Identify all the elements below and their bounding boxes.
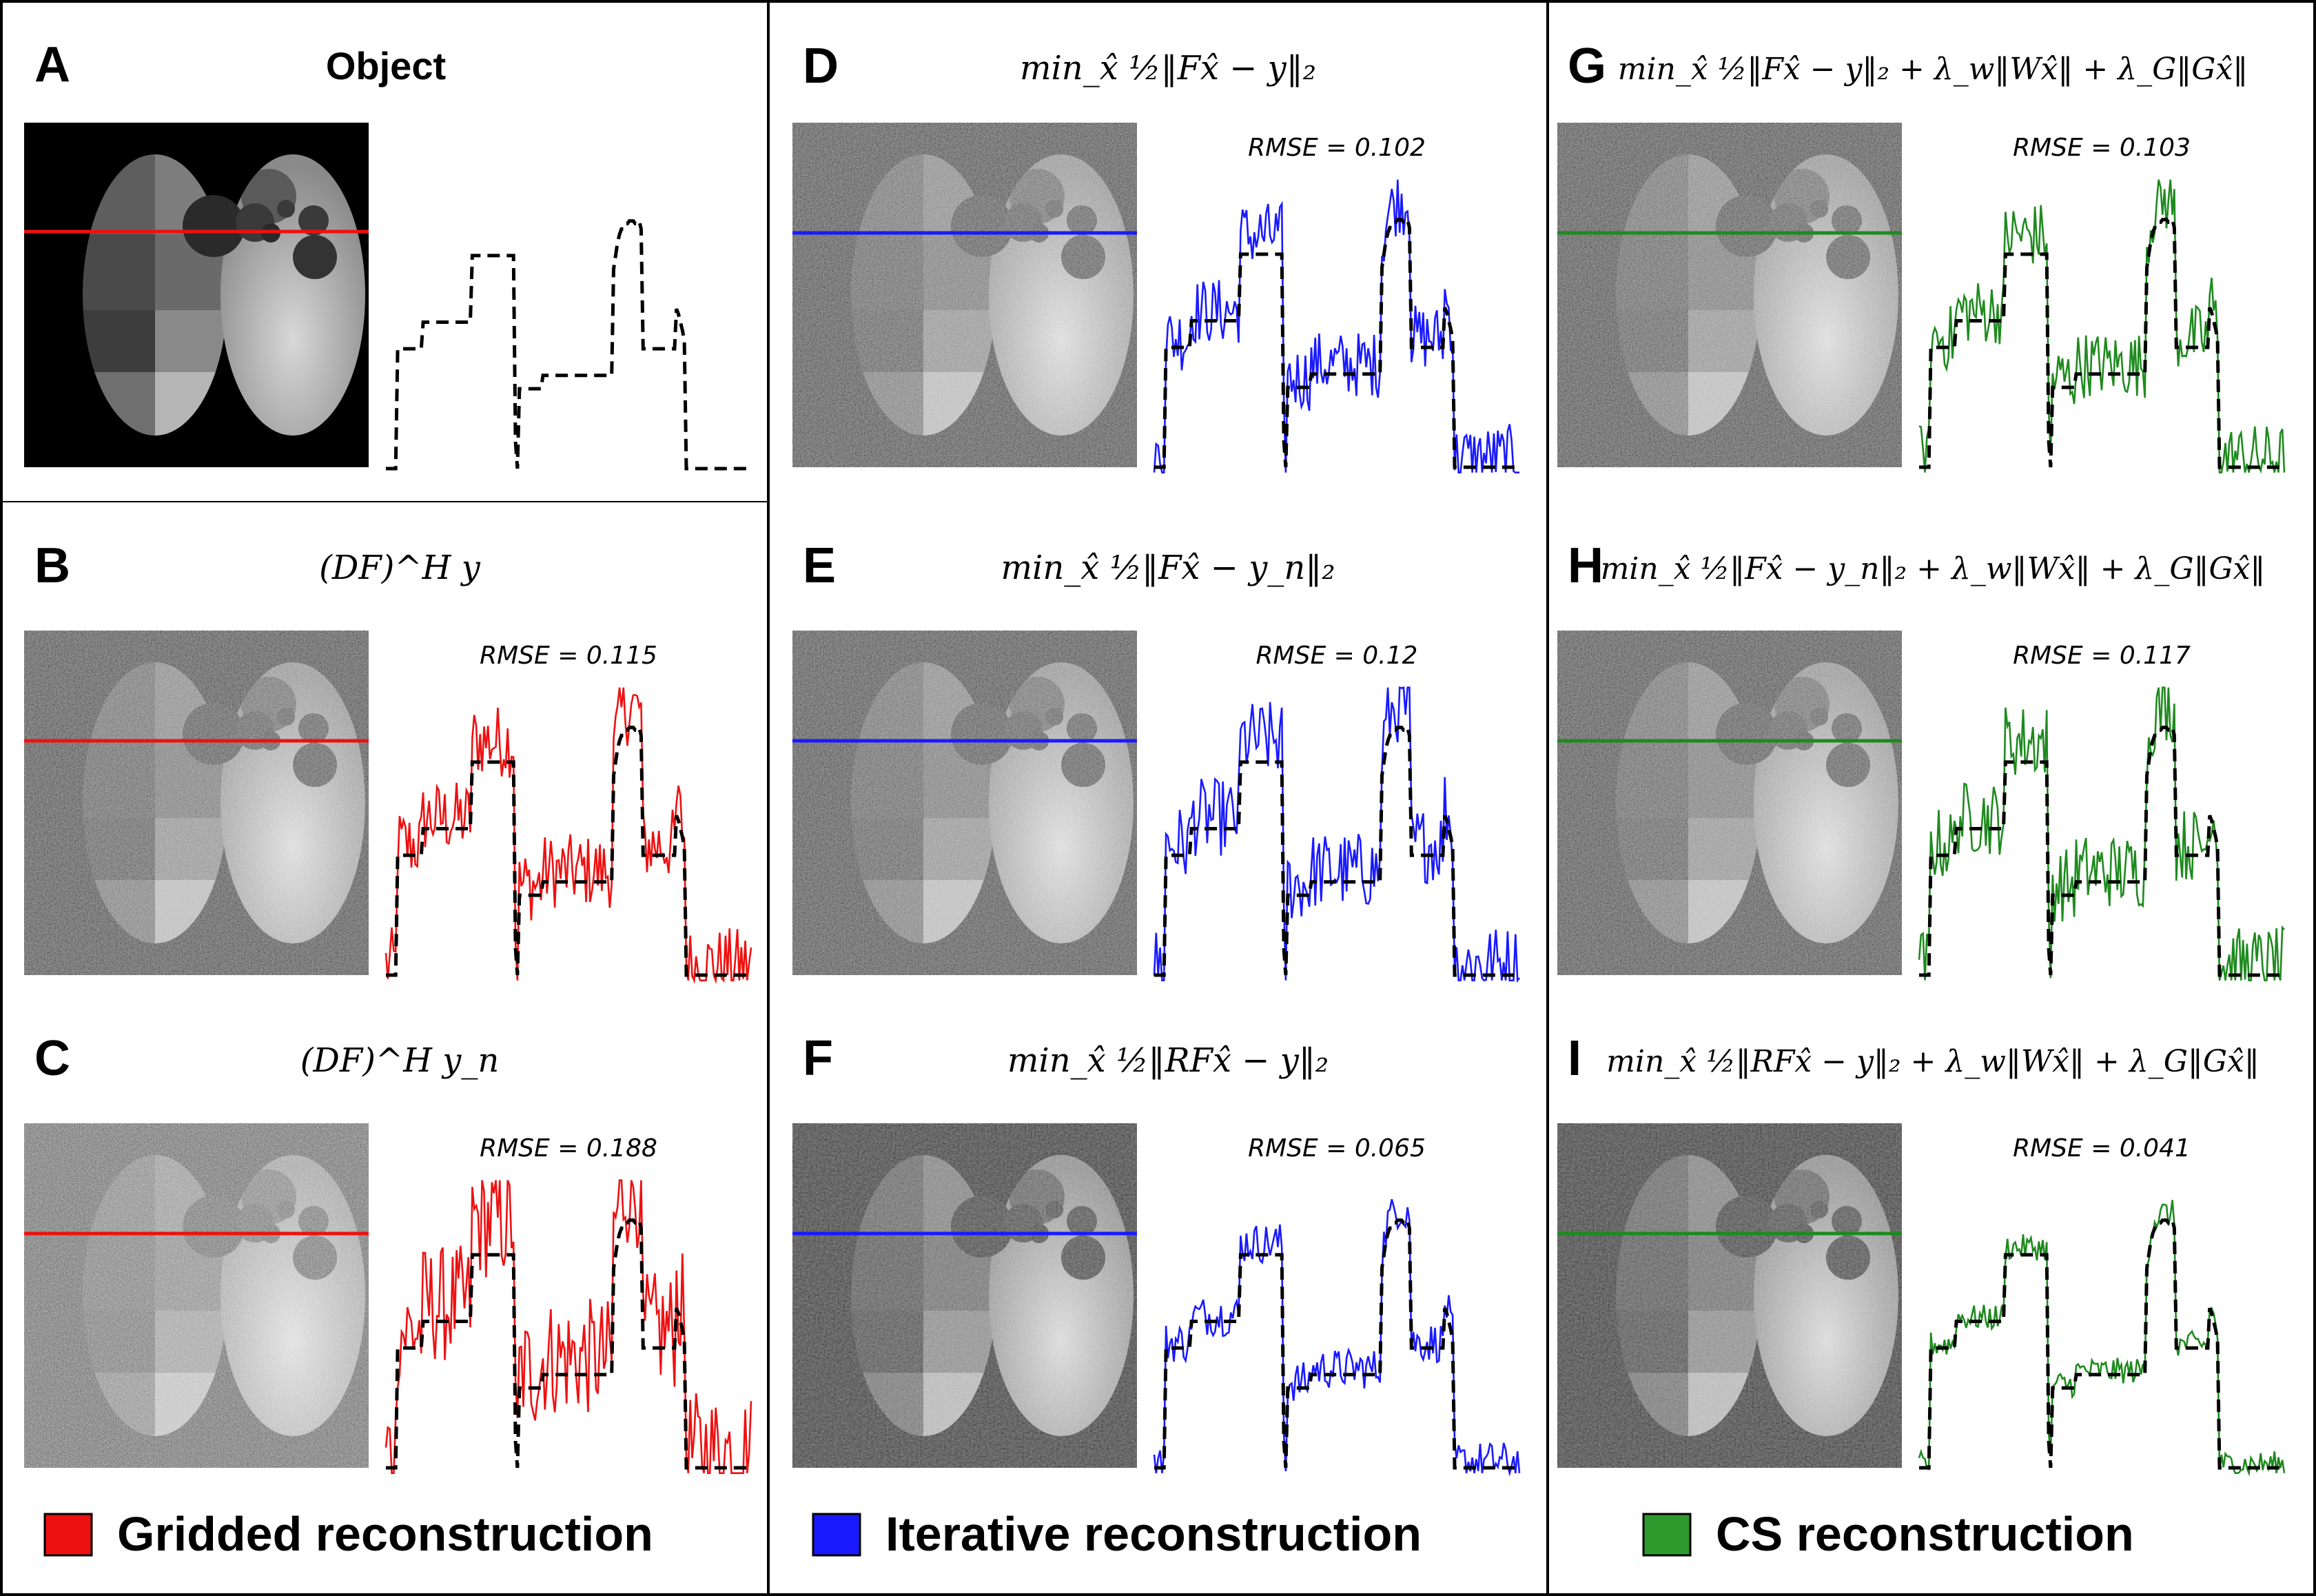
legend-swatch: [1642, 1513, 1692, 1557]
object-image: [24, 123, 369, 467]
panel-A: A Object: [24, 37, 751, 471]
rmse-label: RMSE = 0.065: [1248, 1134, 1426, 1163]
legend-label: Iterative reconstruction: [885, 1507, 1422, 1561]
phantom-image: [1557, 1123, 1902, 1468]
reference-profile-line: [1154, 723, 1519, 977]
panel-title: min_x̂ ½‖RFx̂ − y‖₂: [1007, 1041, 1329, 1080]
phantom-image: [792, 1123, 1137, 1468]
rmse-label: RMSE = 0.117: [2013, 642, 2191, 670]
panel-label: C: [34, 1031, 70, 1086]
rmse-label: RMSE = 0.188: [480, 1134, 657, 1163]
legend-item: Gridded reconstruction: [43, 1507, 653, 1561]
reconstruction-profile-line: [385, 687, 752, 984]
panel-label: G: [1568, 39, 1606, 94]
reconstruction-profile-line: [1153, 1198, 1521, 1477]
reference-profile-line: [1919, 1216, 2284, 1470]
panel-label: F: [803, 1031, 833, 1086]
panel-label: D: [803, 39, 839, 94]
panel-title: Object: [326, 44, 446, 88]
reconstruction-profile-line: [1153, 686, 1521, 983]
panel-label: E: [803, 538, 836, 593]
rmse-label: RMSE = 0.041: [2013, 1134, 2191, 1163]
legend-item: Iterative reconstruction: [812, 1507, 1422, 1561]
panel-title: (DF)^H y_n: [300, 1041, 500, 1080]
panel-title: min_x̂ ½‖Fx̂ − y‖₂ + λ_w‖Wx̂‖ + λ_G‖Gx̂‖: [1618, 52, 2248, 87]
legend-item: CS reconstruction: [1642, 1507, 2134, 1561]
reference-profile-line: [1154, 215, 1519, 469]
panel-title: min_x̂ ½‖Fx̂ − y‖₂: [1020, 49, 1316, 88]
panel-label: H: [1568, 538, 1603, 593]
reference-profile-line: [386, 216, 751, 471]
panel-title: min_x̂ ½‖Fx̂ − y_n‖₂: [1001, 549, 1335, 587]
phantom-image: [24, 1123, 369, 1468]
reconstruction-profile-line: [1918, 179, 2286, 474]
panel-B: B (DF)^H y RMSE = 0.115: [24, 538, 752, 984]
phantom-image: [1557, 631, 1902, 975]
reference-profile-line: [1154, 1216, 1519, 1470]
rmse-label: RMSE = 0.102: [1248, 134, 1426, 162]
phantom-image: [792, 631, 1137, 975]
panel-title: (DF)^H y: [319, 549, 481, 587]
rmse-label: RMSE = 0.103: [2013, 134, 2191, 162]
legend-label: CS reconstruction: [1716, 1507, 2134, 1561]
phantom-image: [1557, 123, 1902, 467]
reconstruction-profile-line: [1918, 1200, 2286, 1477]
reference-profile-line: [1919, 723, 2284, 977]
legend-swatch: [812, 1513, 861, 1557]
reference-profile-line: [386, 1216, 751, 1470]
reconstruction-profile-line: [385, 1179, 752, 1474]
legend-swatch: [43, 1513, 93, 1557]
legend-label: Gridded reconstruction: [117, 1507, 653, 1561]
rmse-label: RMSE = 0.115: [480, 642, 657, 670]
reference-profile-line: [386, 723, 751, 977]
panel-title: min_x̂ ½‖RFx̂ − y‖₂ + λ_w‖Wx̂‖ + λ_G‖Gx̂…: [1606, 1044, 2259, 1079]
reference-profile-line: [1919, 215, 2284, 469]
panel-label: I: [1568, 1031, 1581, 1086]
panel-title: min_x̂ ½‖Fx̂ − y_n‖₂ + λ_w‖Wx̂‖ + λ_G‖Gx…: [1601, 551, 2266, 586]
panel-label: A: [34, 37, 70, 92]
panel-label: B: [34, 538, 70, 593]
phantom-image: [792, 123, 1137, 467]
reconstruction-profile-line: [1918, 686, 2285, 981]
reconstruction-profile-line: [1153, 179, 1519, 474]
panel-C: C (DF)^H y_n RMSE = 0.188: [24, 1031, 752, 1474]
phantom-image: [24, 631, 369, 975]
rmse-label: RMSE = 0.12: [1256, 642, 1418, 670]
